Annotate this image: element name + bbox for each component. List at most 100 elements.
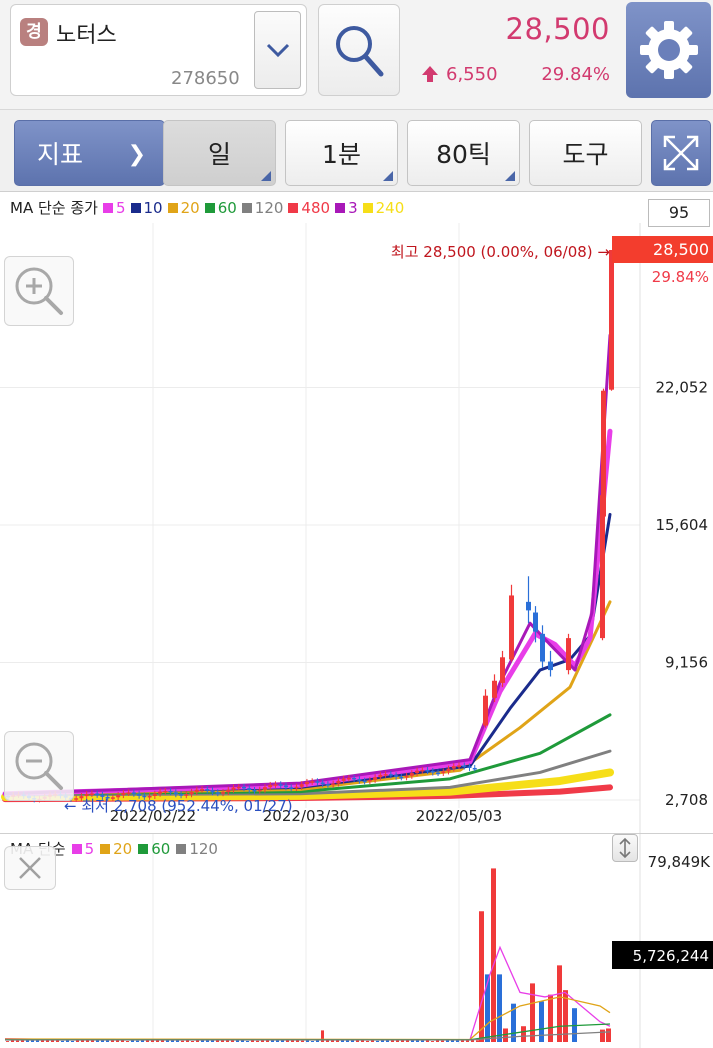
ma-legend-color-swatch xyxy=(241,202,252,213)
ma-legend-prefix: MA 단순 종가 xyxy=(10,199,98,217)
volume-bar xyxy=(336,1039,339,1042)
candle-body xyxy=(483,695,488,726)
candle-body xyxy=(95,793,100,795)
candle-body xyxy=(315,781,320,783)
vol-legend-color-swatch xyxy=(138,843,149,854)
volume-bar xyxy=(51,1040,54,1042)
volume-bar xyxy=(286,1039,289,1042)
volume-bar xyxy=(476,1040,479,1042)
volume-bar xyxy=(271,1039,274,1042)
volume-bar xyxy=(321,1030,324,1042)
volume-chart-canvas[interactable]: 79,849K 5,726,244 xyxy=(0,834,713,1048)
volume-bar xyxy=(31,1039,34,1042)
vol-legend-label: 20 xyxy=(113,839,133,858)
candle-body xyxy=(304,781,309,785)
ma-legend-color-swatch xyxy=(167,202,178,213)
volume-bar xyxy=(116,1040,119,1042)
candle-body xyxy=(116,795,121,798)
volume-bar xyxy=(366,1040,369,1042)
volume-bar xyxy=(563,990,568,1042)
ma-legend-color-swatch xyxy=(288,202,299,213)
volume-bar xyxy=(301,1040,304,1042)
volume-bar xyxy=(111,1039,114,1042)
vol-legend-item: 5 xyxy=(71,840,94,858)
candle-body xyxy=(526,601,531,611)
period-minute-button[interactable]: 1분 xyxy=(285,120,398,186)
candle-body xyxy=(548,661,553,671)
expand-button[interactable] xyxy=(651,120,711,186)
candle-body xyxy=(451,766,456,769)
period-tick-button[interactable]: 80틱 xyxy=(407,120,520,186)
candle-body xyxy=(89,793,94,795)
candle-body xyxy=(283,785,288,788)
corner-triangle-icon xyxy=(505,171,515,181)
candle-body xyxy=(184,794,189,796)
chevron-down-icon xyxy=(266,43,289,58)
candle-body xyxy=(320,782,325,785)
price-chart[interactable]: 22,052 15,604 9,156 2,708 2022/02/22 2022/03/… xyxy=(0,193,713,833)
price-chart-canvas[interactable]: 22,052 15,604 9,156 2,708 2022/02/22 2022/03/… xyxy=(0,193,713,833)
candle-body xyxy=(210,790,215,793)
candle-body xyxy=(74,798,79,800)
volume-bar xyxy=(36,1039,39,1042)
zoom-in-button[interactable] xyxy=(4,256,74,326)
volume-bar xyxy=(256,1040,259,1042)
vol-ma-line-60 xyxy=(5,1023,611,1041)
volume-bar xyxy=(246,1040,249,1042)
volume-bar xyxy=(151,1039,154,1042)
vol-legend-item: 120 xyxy=(176,840,218,858)
volume-bar xyxy=(126,1041,129,1042)
candle-body xyxy=(566,638,571,671)
volume-bar xyxy=(211,1039,214,1042)
volume-bar xyxy=(497,974,502,1042)
candle-body xyxy=(231,787,236,790)
zoom-out-button[interactable] xyxy=(4,731,74,801)
volume-bar xyxy=(26,1040,29,1042)
candle-count-input[interactable]: 95 xyxy=(648,199,710,227)
volume-bar xyxy=(46,1039,49,1042)
candle-body xyxy=(383,774,388,776)
tools-button[interactable]: 도구 xyxy=(529,120,642,186)
period-day-button[interactable]: 일 xyxy=(163,120,276,186)
volume-bar xyxy=(521,1026,526,1042)
candle-body xyxy=(215,792,220,794)
candle-body xyxy=(252,789,257,792)
volume-bar xyxy=(281,1039,284,1042)
settings-button[interactable] xyxy=(626,2,711,98)
chart-toolbar: 지표 ❯ 일 1분 80틱 도구 xyxy=(0,110,713,192)
candle-body xyxy=(299,784,304,787)
gear-icon xyxy=(639,21,698,79)
stock-selector[interactable]: 경 노터스 278650 xyxy=(10,4,307,96)
close-volume-button[interactable] xyxy=(4,846,56,890)
candle-body xyxy=(415,770,420,774)
search-button[interactable] xyxy=(318,4,400,96)
resize-handle[interactable] xyxy=(612,834,638,862)
volume-bar xyxy=(331,1040,334,1042)
volume-bar xyxy=(101,1039,104,1042)
volume-bar xyxy=(166,1039,169,1042)
x-axis-tick-label: 2022/05/03 xyxy=(416,807,502,825)
candle-body xyxy=(126,792,131,794)
indicator-button[interactable]: 지표 ❯ xyxy=(14,120,165,186)
volume-bar xyxy=(411,1040,414,1042)
ma-legend-color-swatch xyxy=(130,202,141,213)
candle-body xyxy=(294,786,299,789)
candle-body xyxy=(121,792,126,796)
ma-legend: MA 단순 종가 5 10 20 60 120 480 3 240 xyxy=(10,197,404,218)
candle-body xyxy=(441,771,446,773)
volume-bar xyxy=(231,1039,234,1042)
candle-body xyxy=(205,789,210,791)
volume-bar xyxy=(91,1039,94,1042)
candle-body xyxy=(226,789,231,793)
candle-body xyxy=(273,784,278,786)
volume-bar xyxy=(606,1028,611,1042)
candle-body xyxy=(357,779,362,781)
volume-bar xyxy=(6,1041,9,1042)
volume-bar xyxy=(441,1040,444,1042)
candle-body xyxy=(409,773,414,776)
stock-dropdown-button[interactable] xyxy=(254,11,301,89)
candle-body xyxy=(179,794,184,796)
volume-bar xyxy=(266,1040,269,1042)
vol-legend-label: 120 xyxy=(189,839,218,858)
